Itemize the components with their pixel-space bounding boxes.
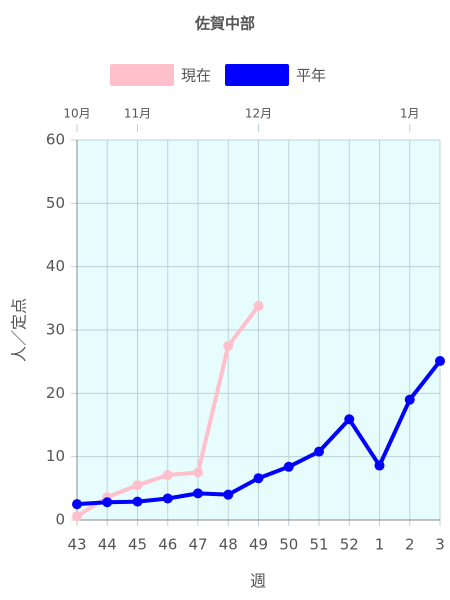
month-label: 11月 <box>124 107 151 121</box>
y-axis-label: 人／定点 <box>10 298 29 362</box>
data-point <box>193 488 203 499</box>
data-point <box>223 489 234 500</box>
data-point <box>72 511 82 522</box>
y-tick-label: 60 <box>46 131 65 149</box>
month-label: 12月 <box>245 107 272 121</box>
x-tick-label: 52 <box>340 536 359 554</box>
x-tick-label: 49 <box>249 536 268 554</box>
legend-swatch <box>110 64 174 86</box>
data-point <box>314 446 324 457</box>
data-point <box>162 493 173 504</box>
data-point <box>253 300 264 311</box>
data-point <box>435 356 445 367</box>
data-point <box>72 499 82 510</box>
x-tick-label: 44 <box>98 536 117 554</box>
data-point <box>344 414 355 425</box>
month-label: 1月 <box>400 107 420 121</box>
data-point <box>132 480 143 491</box>
x-tick-label: 51 <box>309 536 328 554</box>
month-label: 10月 <box>63 107 90 121</box>
x-axis-label: 週 <box>250 572 266 591</box>
chart-title: 佐賀中部 <box>194 15 255 33</box>
y-tick-label: 10 <box>46 447 65 465</box>
data-point <box>404 394 415 405</box>
x-tick-label: 48 <box>219 536 238 554</box>
data-point <box>223 340 234 351</box>
data-point <box>193 467 203 478</box>
x-tick-label: 43 <box>67 536 86 554</box>
data-point <box>374 460 385 471</box>
legend-swatch <box>225 64 290 86</box>
x-tick-label: 2 <box>405 536 415 554</box>
legend-label: 平年 <box>296 67 326 85</box>
y-tick-label: 40 <box>46 257 65 275</box>
data-point <box>102 497 113 508</box>
x-tick-label: 50 <box>279 536 298 554</box>
data-point <box>162 470 173 481</box>
y-tick-label: 30 <box>46 321 65 339</box>
data-point <box>132 496 143 507</box>
data-point <box>283 461 294 472</box>
data-point <box>253 473 264 484</box>
x-tick-label: 47 <box>188 536 207 554</box>
y-tick-label: 50 <box>46 194 65 212</box>
x-tick-label: 45 <box>128 536 147 554</box>
x-tick-label: 3 <box>435 536 445 554</box>
x-tick-label: 46 <box>158 536 177 554</box>
x-tick-label: 1 <box>375 536 385 554</box>
legend-label: 現在 <box>181 67 211 85</box>
y-tick-label: 20 <box>46 384 65 402</box>
y-tick-label: 0 <box>55 511 65 529</box>
